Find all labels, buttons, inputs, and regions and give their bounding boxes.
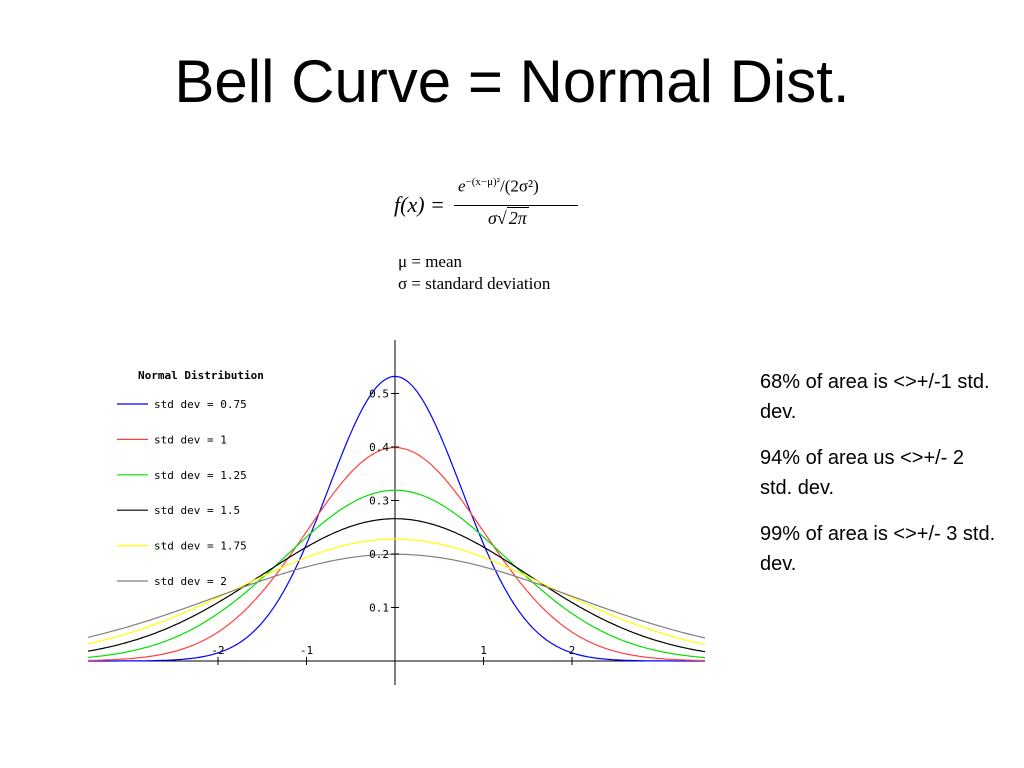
y-tick-label: 0.3 [369, 495, 389, 508]
chart-curves [87, 375, 706, 662]
formula-numerator-base: e [458, 176, 466, 196]
formula-exponent: −(x−μ)² [465, 176, 500, 188]
x-tick-label: -2 [211, 644, 224, 657]
series-line-4 [87, 538, 706, 646]
x-tick-label: 1 [480, 644, 487, 657]
legend-label-1: std dev = 1 [154, 433, 227, 446]
x-tick-label: 2 [569, 644, 576, 657]
series-line-1 [87, 447, 705, 662]
legend-title: Normal Distribution [138, 369, 264, 382]
legend-label-3: std dev = 1.5 [154, 504, 240, 517]
chart-axes [88, 340, 705, 685]
y-tick-label: 0.2 [369, 548, 389, 561]
note-one-std: 68% of area is <>+/-1 std. dev. [760, 371, 990, 423]
legend-label-5: std dev = 2 [154, 575, 227, 588]
note-three-std: 99% of area is <>+/- 3 std. dev. [760, 523, 996, 575]
side-notes: 68% of area is <>+/-1 std. dev. 94% of a… [760, 367, 1000, 595]
formula-lhs: f(x) = [394, 192, 445, 217]
chart-ticks: -2 -1 1 2 0.1 0.2 0.3 0.4 0.5 [211, 388, 576, 665]
y-tick-label: 0.4 [369, 441, 389, 454]
formula-denominator: σ√ 2π [488, 207, 529, 229]
series-line-2 [87, 489, 706, 659]
series-line-0 [88, 375, 705, 662]
legend-label-2: std dev = 1.25 [154, 469, 247, 482]
formula-divisor: /(2σ²) [499, 176, 539, 196]
legend-label-0: std dev = 0.75 [154, 398, 247, 411]
slide-title: Bell Curve = Normal Dist. [174, 48, 850, 115]
formula-radicand: 2π [506, 207, 529, 228]
series-line-3 [87, 518, 706, 653]
fraction-bar [454, 205, 578, 206]
x-tick-label: -1 [300, 644, 313, 657]
formula-denominator-sigma: σ√ [488, 208, 507, 228]
definition-mean: μ = mean [398, 252, 463, 271]
chart-legend: Normal Distribution std dev = 0.75 std de… [117, 369, 264, 588]
formula-numerator: e−(x−μ)²/(2σ²) [458, 176, 539, 197]
note-two-std: 94% of area us <>+/- 2 std. dev. [760, 447, 965, 499]
definition-std-dev: σ = standard deviation [398, 274, 551, 293]
formula-block: f(x) = e−(x−μ)²/(2σ²) σ√ 2π μ = mean σ = … [380, 170, 620, 300]
y-tick-label: 0.1 [369, 602, 389, 615]
legend-label-4: std dev = 1.75 [154, 540, 247, 553]
series-line-5 [87, 553, 706, 639]
y-tick-label: 0.5 [369, 388, 389, 401]
